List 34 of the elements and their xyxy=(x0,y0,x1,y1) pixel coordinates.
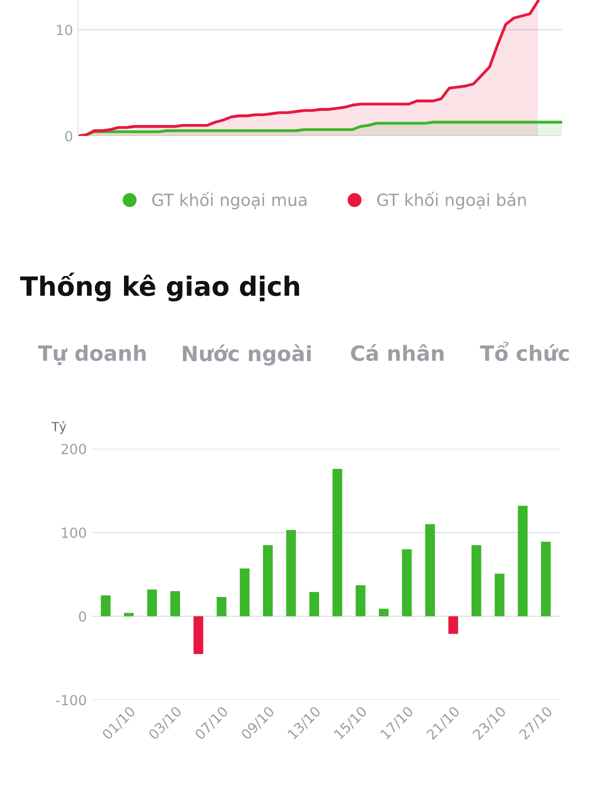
bar xyxy=(309,592,320,616)
bar xyxy=(356,585,366,616)
bar xyxy=(100,595,111,616)
bar xyxy=(263,545,273,616)
bar xyxy=(518,506,528,616)
bar xyxy=(472,545,482,616)
chart-title: Thống kê giao dịch xyxy=(20,272,300,302)
y-tick-label: -100 xyxy=(56,694,86,706)
y-tick-label: 200 xyxy=(61,444,86,454)
bar xyxy=(494,574,504,616)
bar xyxy=(425,524,435,616)
y-tick-label: 10 xyxy=(56,24,72,36)
bar xyxy=(124,612,134,616)
text: Tổ chức xyxy=(480,342,569,362)
y-axis-title: Tỷ xyxy=(51,421,66,434)
bar xyxy=(378,608,389,616)
bar xyxy=(332,468,342,616)
bar xyxy=(194,616,204,654)
y-tick-label: 0 xyxy=(65,130,72,142)
bar xyxy=(240,568,250,616)
bar xyxy=(216,597,226,616)
bar xyxy=(402,549,412,616)
legend-label: GT khối ngoại bán xyxy=(377,192,526,210)
bar xyxy=(541,542,551,616)
bar xyxy=(448,616,458,634)
bar xyxy=(286,530,296,616)
bar xyxy=(170,591,180,616)
legend-label: GT khối ngoại mua xyxy=(152,192,306,210)
text: Nước ngoài xyxy=(182,344,311,366)
text: Cá nhân xyxy=(351,344,444,362)
y-tick-label: 0 xyxy=(79,611,86,622)
text: Tự doanh xyxy=(38,344,146,366)
y-tick-label: 100 xyxy=(62,528,86,538)
bar xyxy=(147,589,157,616)
